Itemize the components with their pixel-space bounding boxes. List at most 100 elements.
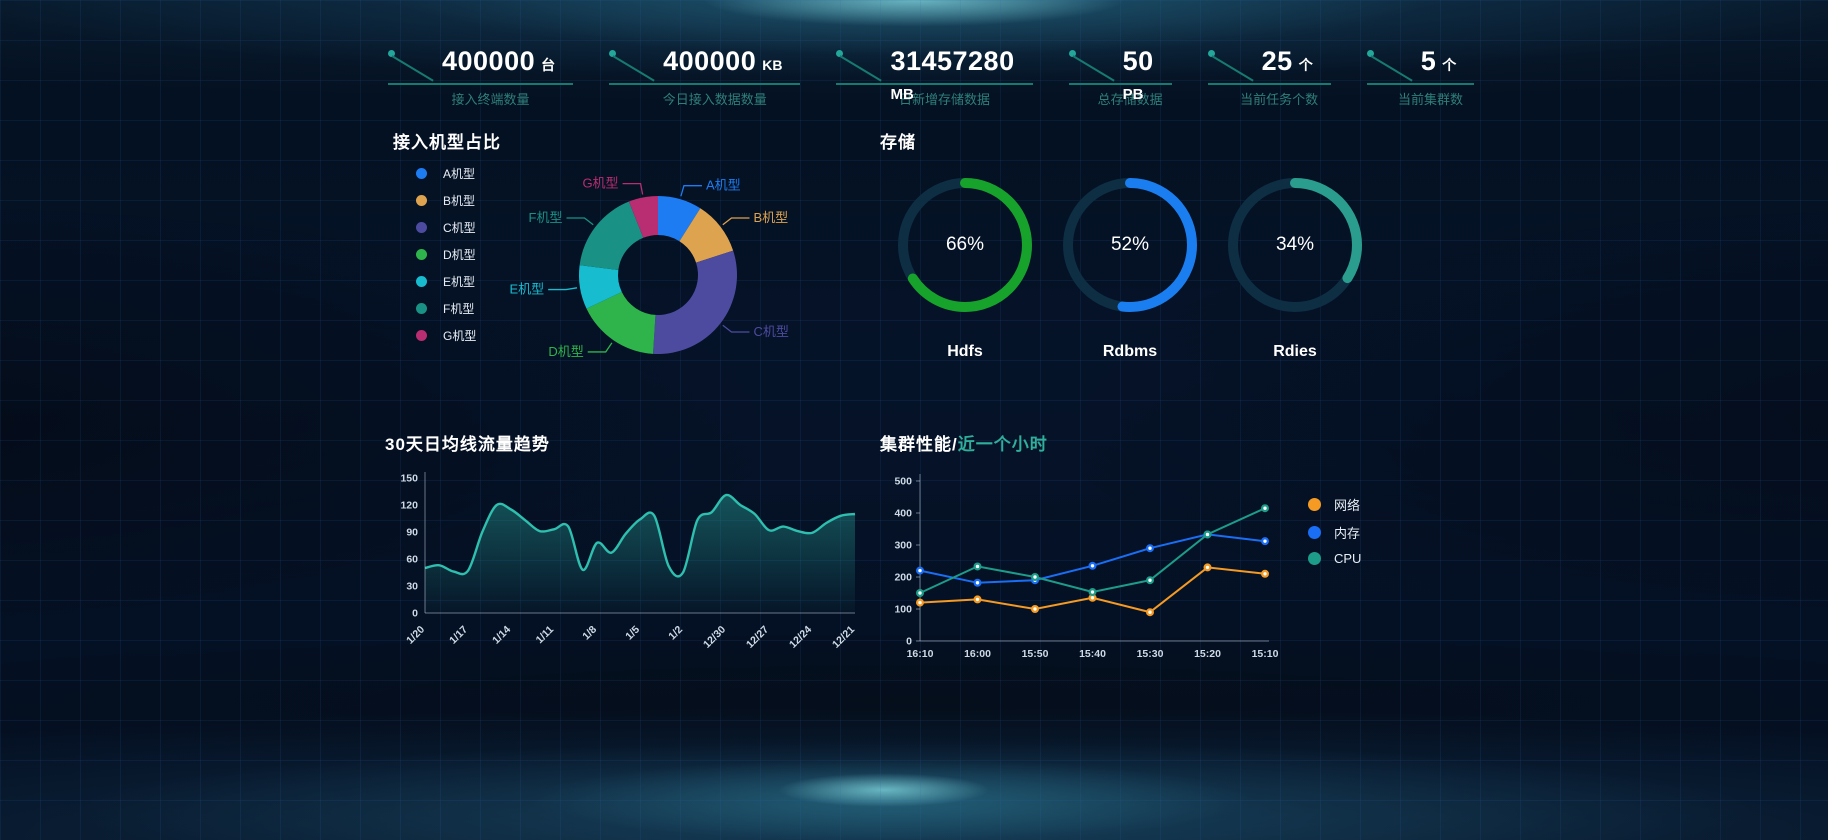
donut-label-line [548,287,578,291]
cluster-title-sub: 近一个小时 [957,435,1048,454]
kpi-label: 当前任务个数 [1240,92,1319,107]
donut-segment-G机型[interactable] [628,196,658,238]
donut-segment-F机型[interactable] [579,201,644,270]
data-point-center [1033,575,1037,579]
x-tick-label: 1/5 [623,624,642,643]
ring-label: Hdfs [947,343,983,360]
kpi-row: 400000 台接入终端数量 400000 KB 今日接入数据数量 31457280 MB 日… [388,44,1475,108]
kpi-unit: 台 [541,57,556,73]
ring-label: Rdies [1273,343,1317,360]
traffic-line [424,493,856,578]
x-tick-label: 1/14 [490,624,513,647]
series-line-内存 [919,533,1266,584]
legend-item-B机型[interactable]: B机型 [416,192,476,209]
cluster-chart-title: 集群性能/近一个小时 [880,430,1048,455]
kpi-dot-icon [1068,50,1076,57]
cluster-title-main: 集群性能/ [880,435,958,454]
kpi-label: 当前集群数 [1397,92,1463,107]
donut-label-line [622,182,644,195]
legend-item-F机型[interactable]: F机型 [416,300,476,317]
legend-label: E机型 [443,275,476,289]
legend-dot-icon [1308,498,1321,511]
x-tick-label: 1/2 [666,624,685,643]
legend-label: B机型 [443,194,476,208]
donut-segment-A机型[interactable] [658,196,701,242]
data-point-center [1263,539,1267,543]
legend-label: CPU [1334,551,1362,566]
donut-segment-D机型[interactable] [586,292,656,354]
legend-dot-icon [416,249,427,260]
kpi-label: 今日接入数据数量 [662,92,767,107]
x-tick-label: 12/21 [830,624,857,651]
kpi-head: 31457280 MB [836,44,1033,103]
data-point-center [918,600,922,605]
kpi-dot-icon [388,50,395,57]
donut-segment-E机型[interactable] [579,265,622,309]
ring-label: Rdbms [1102,343,1158,360]
legend-dot-icon [1308,552,1321,565]
kpi-unit: PB [1122,86,1144,103]
y-tick-label: 120 [400,500,418,512]
x-tick-label: 15:30 [1137,648,1164,660]
data-point-center [1263,572,1267,576]
y-tick-label: 100 [894,604,912,616]
y-tick-label: 90 [406,527,418,539]
data-point-center [1033,607,1037,611]
donut-label-B机型: B机型 [753,210,788,225]
x-tick-label: 12/27 [744,624,771,651]
kpi-value: 400000 [663,46,757,76]
donut-label-F机型: F机型 [529,210,563,225]
kpi-label: 总存储数据 [1097,92,1163,107]
y-tick-label: 0 [412,608,418,620]
ring-progress [898,178,1032,312]
x-tick-label: 16:00 [964,648,991,660]
kpi-unit: 个 [1442,57,1457,73]
kpi-dot-icon [836,50,844,57]
kpi-dot-icon [1366,50,1374,57]
data-point-center [1205,532,1210,537]
kpi-label: 接入终端数量 [451,92,530,107]
kpi-value: 31457280 [890,46,1015,76]
data-point-center [975,597,980,602]
y-tick-label: 0 [906,636,912,648]
data-point-center [975,581,980,585]
legend-dot-icon [416,303,427,314]
donut-label-A机型: A机型 [706,178,741,193]
donut-label-G机型: G机型 [582,176,618,191]
x-tick-label: 1/11 [534,624,557,647]
ring-progress [1228,178,1362,312]
data-point-center [1090,564,1095,568]
x-tick-label: 15:20 [1194,648,1221,660]
legend-item-A机型[interactable]: A机型 [416,165,476,182]
machine-legend: A机型 B机型 C机型 D机型 E机型 F机型 G机型 [416,165,476,344]
legend-item-G机型[interactable]: G机型 [416,327,476,344]
legend-item-D机型[interactable]: D机型 [416,246,476,263]
kpi-head: 400000 KB [609,44,801,85]
kpi-block-3: 50 PB 总存储数据 [1068,44,1172,108]
legend-item-内存[interactable]: 内存 [1308,523,1361,542]
x-tick-label: 15:10 [1252,648,1279,660]
donut-label-C机型: C机型 [753,324,788,339]
donut-segment-C机型[interactable] [653,250,737,354]
donut-segment-B机型[interactable] [679,208,734,263]
data-point-center [918,591,922,595]
kpi-unit: MB [890,86,914,103]
legend-item-C机型[interactable]: C机型 [416,219,476,236]
legend-label: C机型 [443,221,476,235]
donut-label-line [566,217,594,226]
donut-label-line [722,217,750,226]
ring-percent-value: 66% [945,234,985,255]
donut-label-line [680,185,702,197]
legend-item-E机型[interactable]: E机型 [416,273,476,290]
legend-item-网络[interactable]: 网络 [1308,495,1361,514]
legend-item-CPU[interactable]: CPU [1308,551,1361,566]
series-line-CPU [919,507,1266,594]
ring-gauge [1228,178,1362,312]
traffic-trend-chart: 0 30 60 90 120 150 1/20 1/17 1/14 1/11 1/8 1/5 1/2 12… [400,472,857,651]
data-point-center [1148,578,1152,582]
legend-dot-icon [416,330,427,341]
